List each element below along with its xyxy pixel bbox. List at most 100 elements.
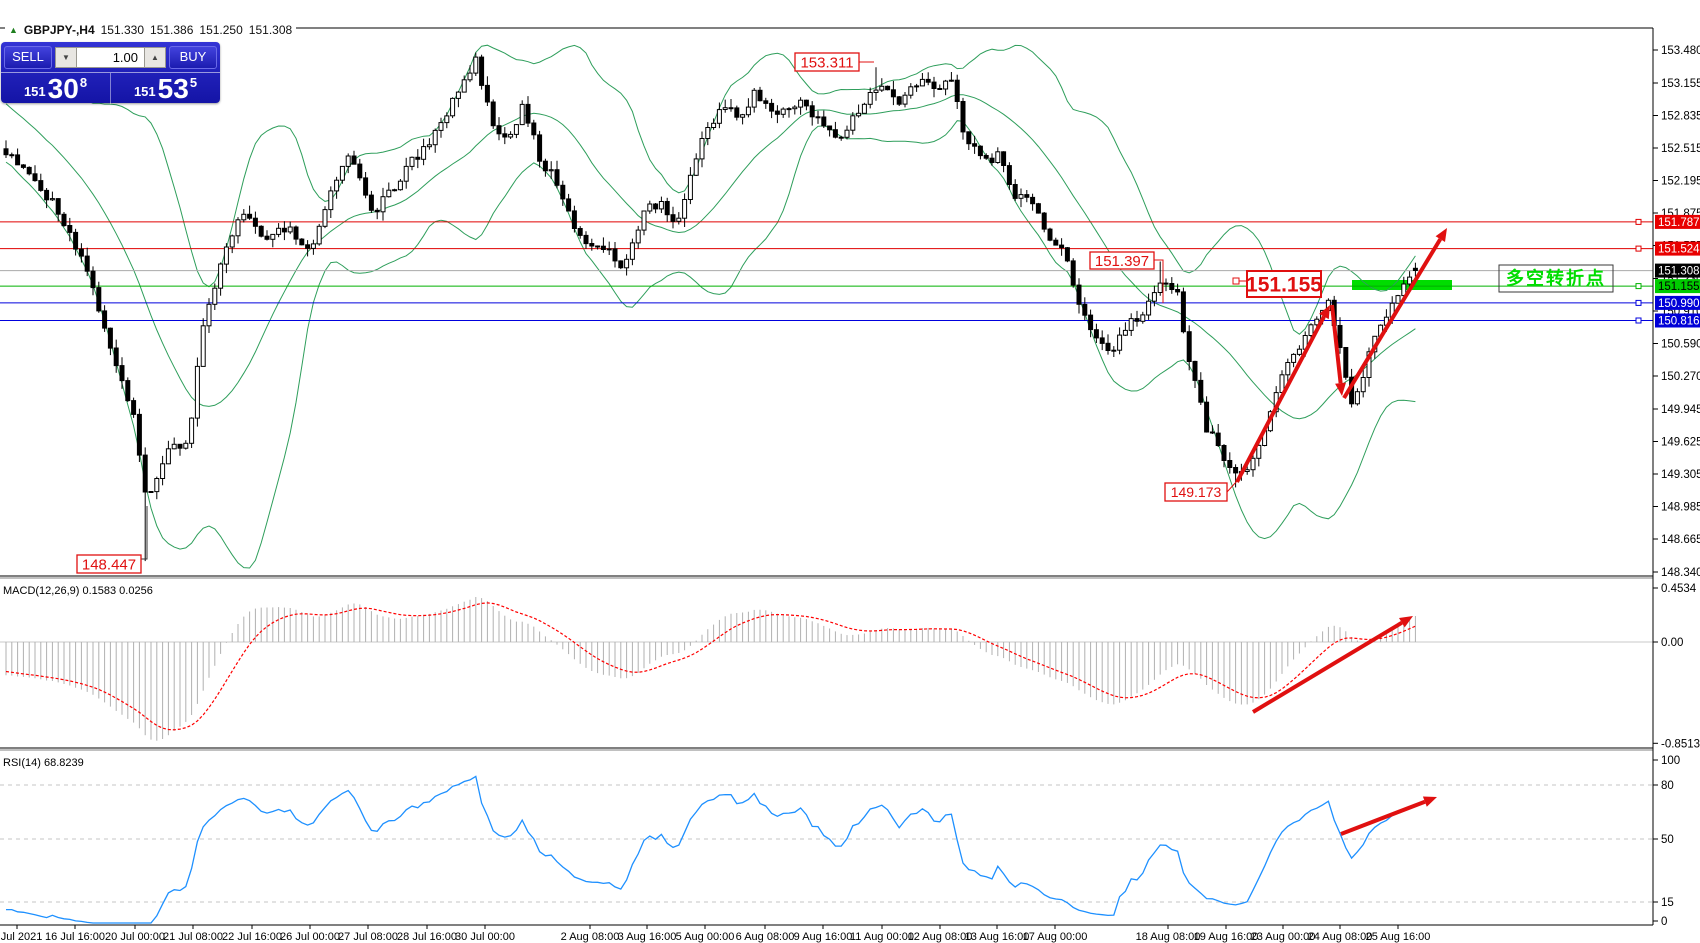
axis-level-label — [1655, 313, 1700, 328]
line-anchor-handle[interactable] — [1635, 245, 1642, 252]
line-anchor-handle[interactable] — [1635, 283, 1642, 290]
rsi-pane-resize-handle[interactable] — [0, 748, 1700, 752]
svg-text:多空转折点: 多空转折点 — [1506, 268, 1606, 289]
svg-text:100: 100 — [1661, 755, 1680, 767]
svg-text:150.270: 150.270 — [1661, 371, 1700, 383]
time-tick-label: 26 Jul 00:00 — [280, 931, 340, 943]
svg-text:148.985: 148.985 — [1661, 502, 1700, 514]
svg-text:153.155: 153.155 — [1661, 78, 1700, 90]
svg-text:153.480: 153.480 — [1661, 45, 1700, 57]
ask-big-figure: 151 — [133, 84, 156, 99]
symbol-period: GBPJPY-,H4 — [23, 23, 95, 37]
ask-price: 151 53 5 — [111, 73, 220, 104]
time-tick-label: 18 Aug 08:00 — [1136, 931, 1201, 943]
annotations-layer: 148.447 153.311 151.397 149.173 151.155 多空转折点 — [76, 52, 1614, 836]
svg-text:15: 15 — [1661, 897, 1674, 909]
time-tick-label: 17 Aug 00:00 — [1023, 931, 1088, 943]
ohlc-close: 151.308 — [248, 23, 293, 37]
svg-text:152.195: 152.195 — [1661, 176, 1700, 188]
down-arrow[interactable] — [1330, 304, 1346, 396]
line-anchor-handle[interactable] — [1635, 218, 1642, 225]
time-tick-label: 5 Jul 2021 — [0, 931, 42, 943]
ohlc-high: 151.386 — [150, 23, 194, 37]
pivot-text-label[interactable]: 多空转折点 — [1498, 264, 1614, 293]
pivot-label-151155[interactable]: 151.155 — [1246, 270, 1322, 298]
chart-title-bar: ▲ GBPJPY-,H4 151.330 151.386 151.250 151… — [5, 23, 297, 37]
time-tick-label: 2 Aug 08:00 — [561, 931, 620, 943]
up-arrow-1[interactable] — [1235, 305, 1330, 483]
volume-spinner: ▼ ▲ — [55, 46, 166, 68]
bid-pips: 30 — [47, 73, 79, 104]
time-tick-label: 23 Aug 00:00 — [1251, 931, 1316, 943]
ask-pipette: 5 — [189, 75, 198, 90]
up-arrow-2[interactable] — [1342, 228, 1447, 400]
volume-input[interactable] — [77, 46, 144, 68]
axis-level-label — [1655, 214, 1700, 229]
svg-text:150.990: 150.990 — [1658, 298, 1700, 310]
svg-text:0.00: 0.00 — [1661, 637, 1683, 649]
line-anchor-handle[interactable] — [1635, 317, 1642, 324]
high-label-153311[interactable]: 153.311 — [794, 52, 860, 72]
svg-text:149.945: 149.945 — [1661, 404, 1700, 416]
svg-text:151.155: 151.155 — [1658, 281, 1700, 293]
ask-pips: 53 — [157, 73, 189, 104]
svg-text:-0.8513: -0.8513 — [1661, 738, 1700, 750]
time-tick-label: 19 Aug 16:00 — [1194, 931, 1259, 943]
time-tick-label: 25 Aug 16:00 — [1366, 931, 1431, 943]
svg-text:149.173: 149.173 — [1171, 484, 1222, 500]
one-click-trading-panel: SELL ▼ ▲ BUY 151 30 8 151 53 5 — [1, 42, 220, 104]
svg-text:151.397: 151.397 — [1095, 253, 1149, 270]
svg-text:150.590: 150.590 — [1661, 339, 1700, 351]
time-tick-label: 30 Jul 00:00 — [455, 931, 515, 943]
time-tick-label: 11 Aug 00:00 — [850, 931, 914, 943]
high-label-151397[interactable]: 151.397 — [1089, 251, 1155, 270]
sell-button[interactable]: SELL — [4, 45, 52, 69]
rsi-panel: RSI(14) 68.8239 — [0, 749, 1653, 926]
low-label-148447[interactable]: 148.447 — [76, 554, 142, 574]
svg-text:149.625: 149.625 — [1661, 437, 1700, 449]
time-tick-label: 22 Jul 16:00 — [222, 931, 282, 943]
svg-text:152.835: 152.835 — [1661, 111, 1700, 123]
main-chart-panel — [0, 27, 1653, 577]
svg-text:151.155: 151.155 — [1246, 274, 1322, 297]
low-label-149173[interactable]: 149.173 — [1164, 482, 1228, 502]
svg-text:151.308: 151.308 — [1658, 266, 1700, 278]
rsi-line — [6, 775, 1416, 924]
svg-text:152.515: 152.515 — [1661, 143, 1700, 155]
bollinger-middle-band — [5, 94, 1416, 420]
time-tick-label: 24 Aug 08:00 — [1308, 931, 1373, 943]
time-tick-label: 5 Aug 00:00 — [676, 931, 735, 943]
axis-current-price-label — [1655, 263, 1700, 278]
svg-text:153.311: 153.311 — [800, 54, 853, 71]
time-tick-label: 13 Aug 16:00 — [965, 931, 1030, 943]
axis-level-label — [1655, 295, 1700, 310]
rsi-label: RSI(14) 68.8239 — [3, 757, 84, 769]
bid-big-figure: 151 — [23, 84, 46, 99]
macd-signal-line — [5, 602, 1416, 731]
volume-down-button[interactable]: ▼ — [55, 46, 77, 68]
time-tick-label: 27 Jul 08:00 — [338, 931, 398, 943]
axis-level-label — [1655, 241, 1700, 256]
volume-up-button[interactable]: ▲ — [144, 46, 166, 68]
macd-arrow[interactable] — [1251, 616, 1413, 714]
svg-text:50: 50 — [1661, 834, 1674, 846]
rsi-arrow[interactable] — [1340, 796, 1437, 836]
buy-button[interactable]: BUY — [169, 45, 217, 69]
svg-text:149.305: 149.305 — [1661, 469, 1700, 481]
time-tick-label: 28 Jul 16:00 — [397, 931, 457, 943]
bollinger-lower-band — [5, 120, 1416, 569]
time-tick-label: 3 Aug 16:00 — [618, 931, 677, 943]
bid-pipette: 8 — [79, 75, 88, 90]
time-tick-label: 9 Aug 16:00 — [794, 931, 853, 943]
macd-label: MACD(12,26,9) 0.1583 0.0256 — [3, 585, 153, 597]
ohlc-low: 151.250 — [199, 23, 243, 37]
macd-pane-resize-handle[interactable] — [0, 576, 1700, 580]
candles-layer — [3, 52, 1418, 562]
ohlc-open: 151.330 — [100, 23, 145, 37]
svg-text:0: 0 — [1661, 916, 1667, 928]
svg-text:148.665: 148.665 — [1661, 534, 1700, 546]
line-anchor-handle[interactable] — [1635, 299, 1642, 306]
